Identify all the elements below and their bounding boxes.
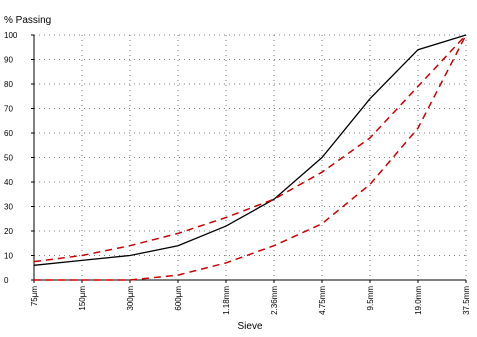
series-line-2 (33, 34, 467, 263)
x-tick-label: 150µm (78, 286, 87, 311)
series-lines (33, 34, 467, 281)
x-tick-label: 9.5mm (366, 286, 375, 311)
y-tick-label: 60 (4, 129, 13, 138)
x-tick-label: 4.75mm (318, 286, 327, 315)
x-tick-label: 37.5mm (462, 286, 471, 315)
x-axis-label: Sieve (237, 321, 262, 332)
y-axis-label: % Passing (4, 15, 51, 26)
y-tick-label: 10 (4, 252, 13, 261)
y-tick-label: 100 (4, 31, 18, 40)
y-tick-label: 80 (4, 80, 13, 89)
y-tick-labels: 0 10 20 30 40 50 60 70 80 90 100 (4, 31, 18, 285)
x-tick-label: 2.36mm (270, 286, 279, 315)
y-tick-label: 70 (4, 105, 13, 114)
series-line-3 (34, 34, 467, 281)
axes (31, 34, 467, 283)
x-tick-labels: 75µm 150µm 300µm 600µm 1.18mm 2.36mm 4.75mm 9.5… (30, 286, 471, 315)
series-line-1 (33, 34, 467, 266)
y-tick-label: 50 (4, 154, 13, 163)
grid-lines (34, 34, 467, 280)
x-tick-label: 75µm (30, 286, 39, 307)
y-tick-label: 90 (4, 56, 13, 65)
y-tick-label: 0 (4, 276, 9, 285)
y-tick-label: 20 (4, 227, 13, 236)
x-tick-label: 19.0mm (414, 286, 423, 315)
x-tick-label: 600µm (174, 286, 183, 311)
y-tick-label: 40 (4, 178, 13, 187)
x-tick-label: 300µm (126, 286, 135, 311)
x-tick-label: 1.18mm (222, 286, 231, 315)
y-tick-label: 30 (4, 203, 13, 212)
